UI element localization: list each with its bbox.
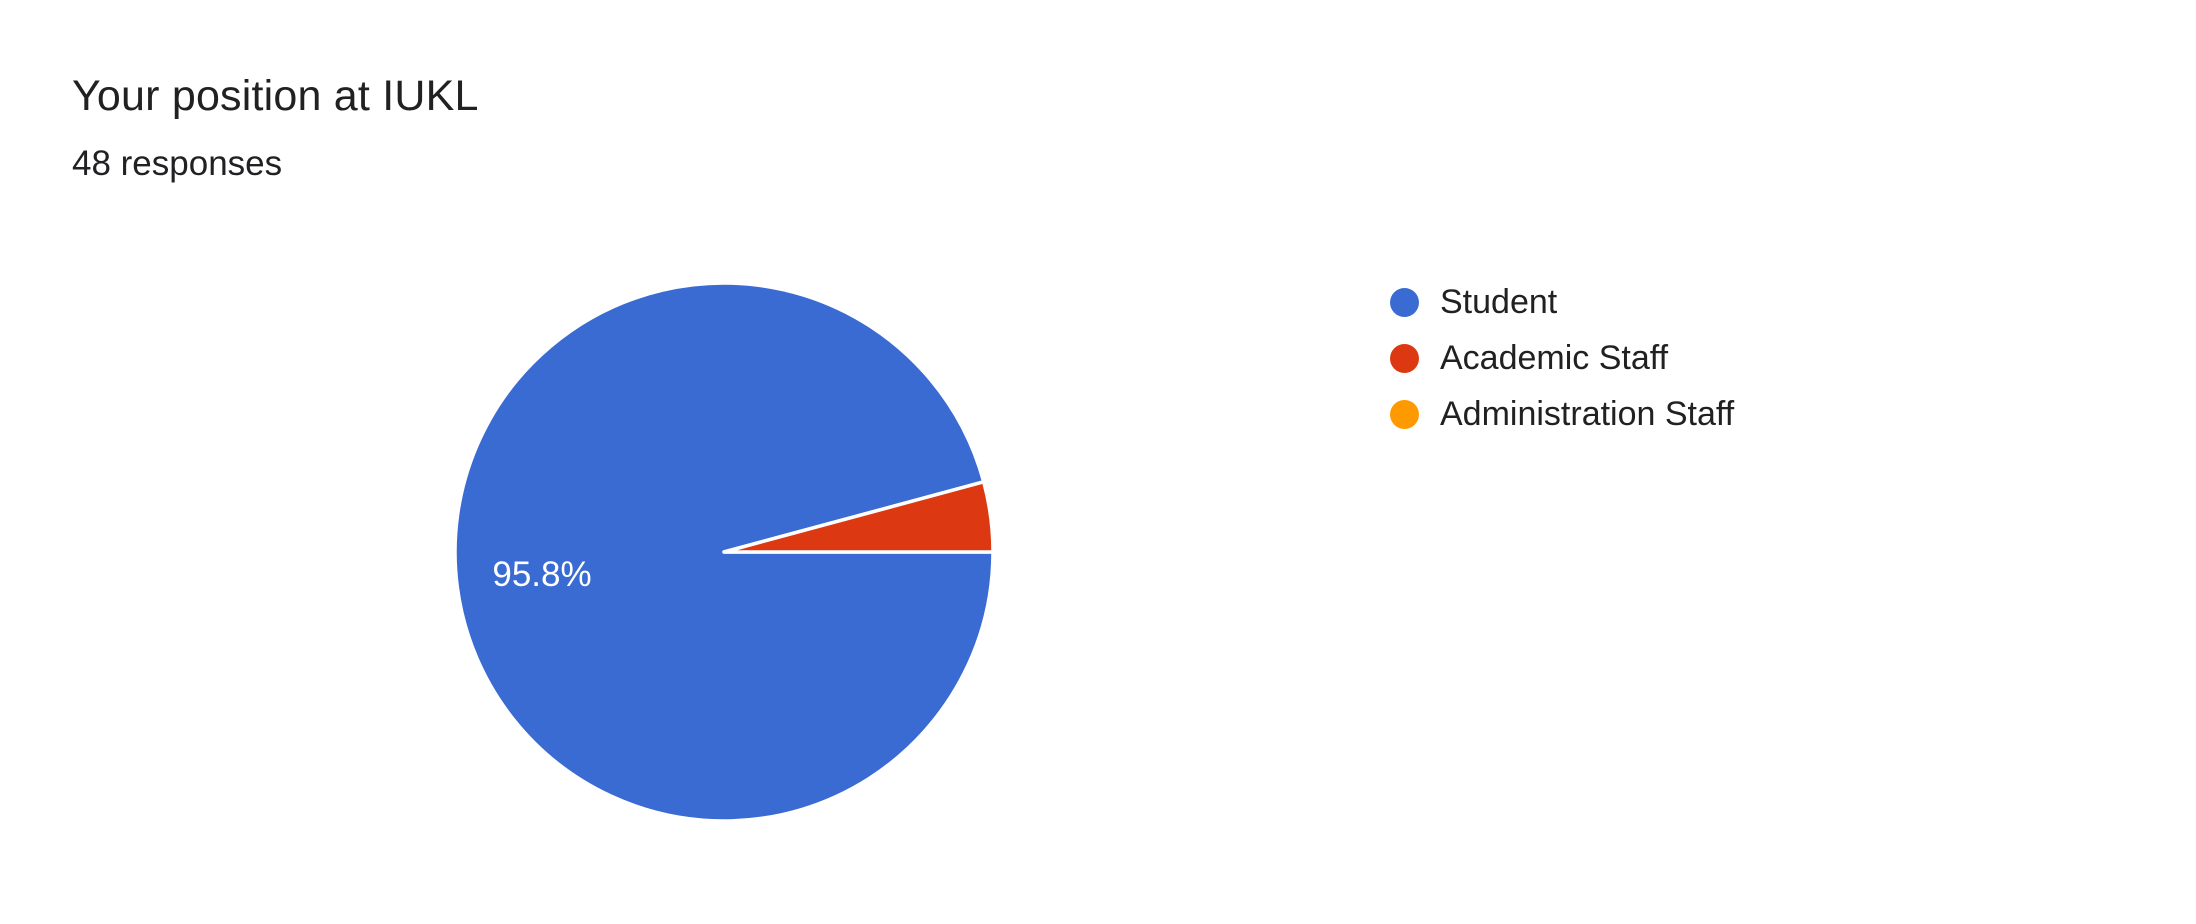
legend-label-administration-staff: Administration Staff xyxy=(1440,394,1735,433)
legend-label-student: Student xyxy=(1440,282,1558,321)
legend-swatch-academic-staff xyxy=(1390,343,1419,373)
legend-item-academic-staff: Academic Staff xyxy=(1390,330,1734,386)
legend-swatch-student xyxy=(1390,287,1419,317)
chart-legend: Student Academic Staff Administration Staf… xyxy=(1390,274,1734,442)
legend-item-student: Student xyxy=(1390,274,1734,330)
legend-swatch-administration-staff xyxy=(1390,399,1419,429)
legend-label-academic-staff: Academic Staff xyxy=(1440,338,1669,377)
response-count: 48 responses xyxy=(72,144,283,183)
chart-title: Your position at IUKL xyxy=(72,72,479,120)
pie-slice-academic-staff[interactable] xyxy=(722,480,995,554)
legend-item-administration-staff: Administration Staff xyxy=(1390,386,1734,442)
